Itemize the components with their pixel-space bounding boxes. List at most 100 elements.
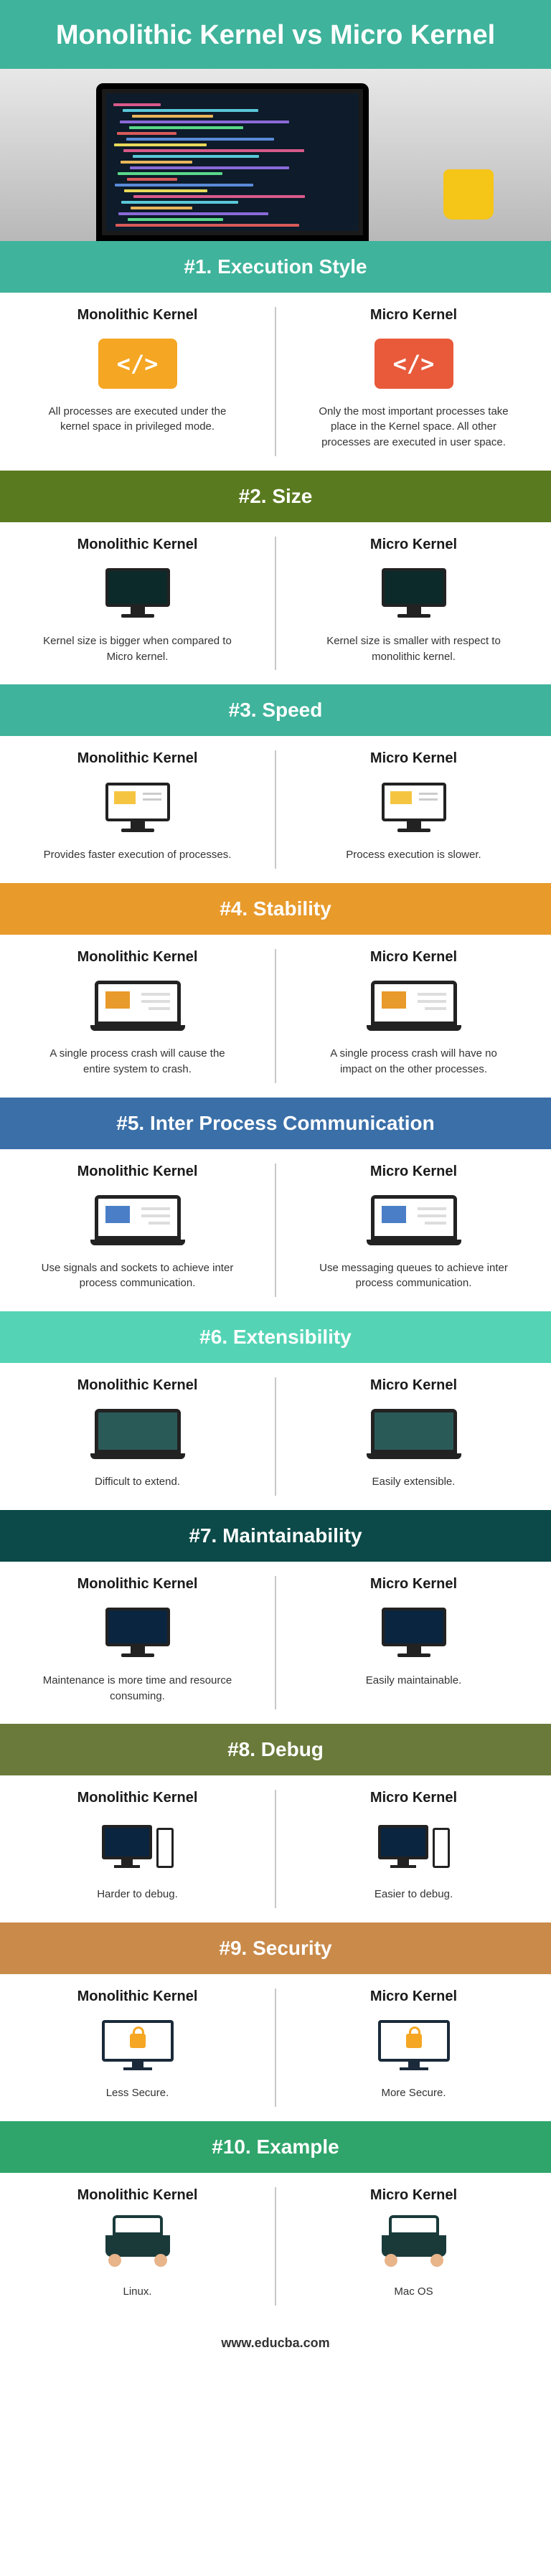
left-col-title: Monolithic Kernel	[17, 2187, 258, 2204]
right-desc: Process execution is slower.	[314, 847, 514, 863]
comparison-row: Monolithic Kernel Kernel size is bigger …	[0, 522, 551, 685]
comparison-row: Monolithic Kernel Linux. Micro Kernel Ma…	[0, 2173, 551, 2320]
right-col-title: Micro Kernel	[293, 1576, 534, 1593]
right-column: Micro Kernel Kernel size is smaller with…	[276, 522, 551, 685]
desktop-pc-icon	[95, 1825, 181, 1868]
laptop-hands-icon	[105, 2215, 170, 2273]
left-desc: Use signals and sockets to achieve inter…	[37, 1260, 238, 1292]
left-column: Monolithic Kernel Difficult to extend.	[0, 1363, 275, 1510]
laptop-icon	[371, 1195, 457, 1245]
right-column: Micro Kernel </> Only the most important…	[276, 293, 551, 471]
comparison-row: Monolithic Kernel Less Secure. Micro Ker…	[0, 1974, 551, 2121]
right-column: Micro Kernel Process execution is slower…	[276, 736, 551, 883]
hero-screen	[106, 93, 359, 231]
monitor-icon	[105, 1608, 170, 1657]
page-header: Monolithic Kernel vs Micro Kernel	[0, 0, 551, 69]
right-col-title: Micro Kernel	[293, 537, 534, 553]
right-column: Micro Kernel A single process crash will…	[276, 935, 551, 1098]
desktop-pc-icon	[371, 1825, 457, 1868]
page-title: Monolithic Kernel vs Micro Kernel	[14, 20, 537, 52]
right-col-title: Micro Kernel	[293, 2187, 534, 2204]
left-desc: Linux.	[37, 2284, 238, 2300]
left-col-title: Monolithic Kernel	[17, 537, 258, 553]
left-column: Monolithic Kernel A single process crash…	[0, 935, 275, 1098]
section-header: #9. Security	[0, 1922, 551, 1974]
comparison-row: Monolithic Kernel Maintenance is more ti…	[0, 1562, 551, 1725]
left-desc: A single process crash will cause the en…	[37, 1046, 238, 1077]
left-column: Monolithic Kernel Kernel size is bigger …	[0, 522, 275, 685]
comparison-row: Monolithic Kernel Use signals and socket…	[0, 1149, 551, 1312]
hero-image	[0, 69, 551, 241]
left-column: Monolithic Kernel Linux.	[0, 2173, 275, 2320]
left-column: Monolithic Kernel Maintenance is more ti…	[0, 1562, 275, 1725]
left-desc: Kernel size is bigger when compared to M…	[37, 633, 238, 665]
right-column: Micro Kernel Mac OS	[276, 2173, 551, 2320]
monitor-icon	[105, 783, 170, 832]
right-desc: A single process crash will have no impa…	[314, 1046, 514, 1077]
comparison-row: Monolithic Kernel Difficult to extend. M…	[0, 1363, 551, 1510]
right-col-title: Micro Kernel	[293, 307, 534, 324]
right-desc: More Secure.	[314, 2085, 514, 2101]
right-desc: Easier to debug.	[314, 1887, 514, 1902]
laptop-icon	[371, 981, 457, 1031]
monitor-icon	[382, 568, 446, 618]
comparison-row: Monolithic Kernel A single process crash…	[0, 935, 551, 1098]
right-column: Micro Kernel Easier to debug.	[276, 1775, 551, 1922]
hero-laptop	[96, 83, 369, 241]
right-col-title: Micro Kernel	[293, 1377, 534, 1394]
left-column: Monolithic Kernel </> All processes are …	[0, 293, 275, 471]
left-col-title: Monolithic Kernel	[17, 307, 258, 324]
monitor-icon	[105, 568, 170, 618]
comparison-row: Monolithic Kernel Harder to debug. Micro…	[0, 1775, 551, 1922]
code-icon: </>	[375, 339, 453, 389]
right-column: Micro Kernel Easily maintainable.	[276, 1562, 551, 1725]
comparison-row: Monolithic Kernel Provides faster execut…	[0, 736, 551, 883]
left-desc: Difficult to extend.	[37, 1474, 238, 1490]
section-header: #8. Debug	[0, 1724, 551, 1775]
right-col-title: Micro Kernel	[293, 750, 534, 767]
right-column: Micro Kernel Easily extensible.	[276, 1363, 551, 1510]
left-col-title: Monolithic Kernel	[17, 1377, 258, 1394]
section-header: #1. Execution Style	[0, 241, 551, 293]
section-header: #5. Inter Process Communication	[0, 1098, 551, 1149]
right-desc: Only the most important processes take p…	[314, 404, 514, 450]
right-desc: Kernel size is smaller with respect to m…	[314, 633, 514, 665]
section-header: #3. Speed	[0, 684, 551, 736]
left-col-title: Monolithic Kernel	[17, 750, 258, 767]
right-column: Micro Kernel More Secure.	[276, 1974, 551, 2121]
laptop-icon	[95, 1195, 181, 1245]
right-desc: Easily extensible.	[314, 1474, 514, 1490]
left-column: Monolithic Kernel Harder to debug.	[0, 1775, 275, 1922]
right-col-title: Micro Kernel	[293, 949, 534, 966]
section-header: #2. Size	[0, 471, 551, 522]
left-col-title: Monolithic Kernel	[17, 1790, 258, 1806]
left-desc: All processes are executed under the ker…	[37, 404, 238, 435]
right-desc: Use messaging queues to achieve inter pr…	[314, 1260, 514, 1292]
left-desc: Less Secure.	[37, 2085, 238, 2101]
right-column: Micro Kernel Use messaging queues to ach…	[276, 1149, 551, 1312]
right-col-title: Micro Kernel	[293, 1164, 534, 1180]
hero-cup	[443, 169, 494, 220]
laptop-icon	[95, 981, 181, 1031]
left-col-title: Monolithic Kernel	[17, 949, 258, 966]
left-desc: Maintenance is more time and resource co…	[37, 1673, 238, 1704]
laptop-hands-icon	[382, 2215, 446, 2273]
security-monitor-icon	[102, 2020, 174, 2070]
comparison-row: Monolithic Kernel </> All processes are …	[0, 293, 551, 471]
left-column: Monolithic Kernel Less Secure.	[0, 1974, 275, 2121]
right-col-title: Micro Kernel	[293, 1790, 534, 1806]
left-col-title: Monolithic Kernel	[17, 1988, 258, 2005]
left-col-title: Monolithic Kernel	[17, 1576, 258, 1593]
section-header: #6. Extensibility	[0, 1311, 551, 1363]
right-col-title: Micro Kernel	[293, 1988, 534, 2005]
section-header: #10. Example	[0, 2121, 551, 2173]
left-col-title: Monolithic Kernel	[17, 1164, 258, 1180]
monitor-icon	[382, 783, 446, 832]
laptop-icon	[95, 1409, 181, 1459]
section-header: #4. Stability	[0, 883, 551, 935]
right-desc: Mac OS	[314, 2284, 514, 2300]
left-column: Monolithic Kernel Provides faster execut…	[0, 736, 275, 883]
right-desc: Easily maintainable.	[314, 1673, 514, 1689]
monitor-icon	[382, 1608, 446, 1657]
footer-url: www.educba.com	[0, 2320, 551, 2372]
